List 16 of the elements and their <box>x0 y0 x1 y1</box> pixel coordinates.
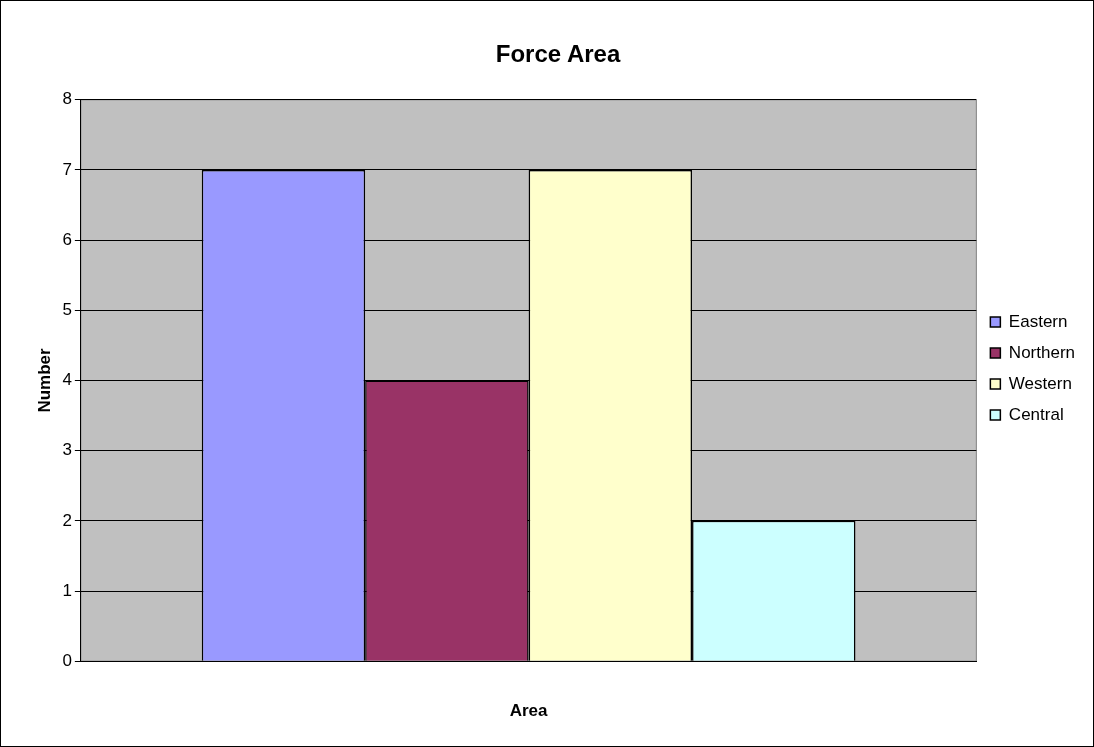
y-tick-label: 3 <box>62 440 72 460</box>
legend-label: Central <box>1008 404 1064 424</box>
y-tick-label: 0 <box>62 650 72 670</box>
chart-title: Force Area <box>495 40 621 68</box>
y-tick-label: 5 <box>62 300 72 320</box>
legend-label: Eastern <box>1008 311 1068 331</box>
y-tick-label: 8 <box>62 89 72 109</box>
legend-label: Northern <box>1008 342 1075 362</box>
x-axis-title: Area <box>509 701 549 721</box>
y-tick-label: 1 <box>62 580 72 600</box>
y-tick-label: 7 <box>62 159 72 179</box>
legend-label: Western <box>1008 373 1072 393</box>
y-tick-label: 6 <box>62 229 72 249</box>
y-axis-title: Number <box>34 348 54 413</box>
y-tick-label: 4 <box>62 370 72 390</box>
y-tick-label: 2 <box>62 510 72 530</box>
